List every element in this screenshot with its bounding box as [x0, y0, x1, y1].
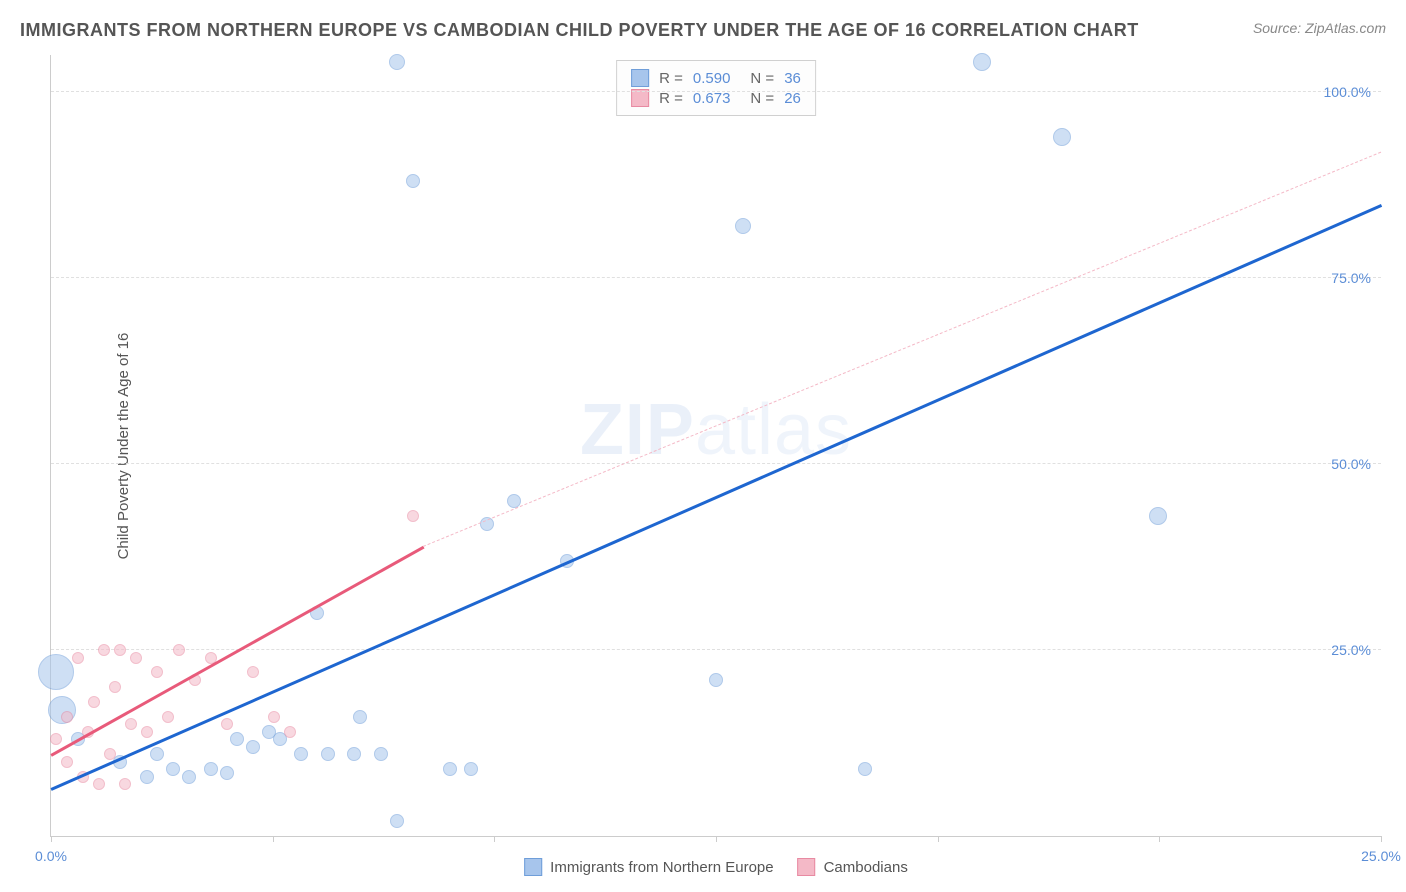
- data-point: [88, 696, 100, 708]
- legend-label: Cambodians: [824, 859, 908, 876]
- ytick-label: 100.0%: [1324, 84, 1371, 100]
- legend-item: Cambodians: [798, 858, 908, 876]
- data-point: [973, 53, 991, 71]
- data-point: [374, 747, 388, 761]
- legend-item: Immigrants from Northern Europe: [524, 858, 773, 876]
- xtick: [273, 836, 274, 842]
- xtick: [1159, 836, 1160, 842]
- data-point: [72, 652, 84, 664]
- source-attribution: Source: ZipAtlas.com: [1253, 20, 1386, 36]
- series-legend: Immigrants from Northern Europe Cambodia…: [524, 858, 908, 876]
- legend-swatch-icon: [798, 858, 816, 876]
- legend-row: R = 0.590 N = 36: [631, 69, 801, 87]
- data-point: [140, 770, 154, 784]
- data-point: [246, 740, 260, 754]
- data-point: [61, 756, 73, 768]
- xtick-label: 0.0%: [35, 848, 67, 864]
- data-point: [109, 681, 121, 693]
- data-point: [389, 54, 405, 70]
- data-point: [114, 644, 126, 656]
- correlation-legend: R = 0.590 N = 36 R = 0.673 N = 26: [616, 60, 816, 116]
- data-point: [220, 766, 234, 780]
- legend-n-value: 36: [784, 70, 801, 87]
- xtick-label: 25.0%: [1361, 848, 1401, 864]
- ytick-label: 25.0%: [1331, 642, 1371, 658]
- ytick-label: 75.0%: [1331, 270, 1371, 286]
- chart-container: IMMIGRANTS FROM NORTHERN EUROPE VS CAMBO…: [0, 0, 1406, 892]
- data-point: [204, 762, 218, 776]
- xtick: [1381, 836, 1382, 842]
- data-point: [268, 711, 280, 723]
- gridline: [51, 91, 1381, 92]
- data-point: [38, 654, 74, 690]
- legend-r-value: 0.590: [693, 70, 731, 87]
- data-point: [119, 778, 131, 790]
- data-point: [166, 762, 180, 776]
- gridline: [51, 277, 1381, 278]
- data-point: [464, 762, 478, 776]
- legend-r-label: R =: [659, 70, 683, 87]
- data-point: [93, 778, 105, 790]
- data-point: [141, 726, 153, 738]
- data-point: [50, 733, 62, 745]
- data-point: [125, 718, 137, 730]
- data-point: [247, 666, 259, 678]
- data-point: [1053, 128, 1071, 146]
- xtick: [938, 836, 939, 842]
- gridline: [51, 463, 1381, 464]
- data-point: [294, 747, 308, 761]
- data-point: [443, 762, 457, 776]
- data-point: [284, 726, 296, 738]
- ytick-label: 50.0%: [1331, 456, 1371, 472]
- plot-area: ZIPatlas R = 0.590 N = 36 R = 0.673 N = …: [50, 55, 1381, 837]
- data-point: [406, 174, 420, 188]
- data-point: [182, 770, 196, 784]
- data-point: [321, 747, 335, 761]
- data-point: [858, 762, 872, 776]
- legend-swatch-icon: [524, 858, 542, 876]
- xtick: [494, 836, 495, 842]
- data-point: [173, 644, 185, 656]
- legend-n-label: N =: [750, 70, 774, 87]
- xtick: [51, 836, 52, 842]
- data-point: [407, 510, 419, 522]
- data-point: [150, 747, 164, 761]
- legend-swatch-icon: [631, 69, 649, 87]
- data-point: [104, 748, 116, 760]
- legend-label: Immigrants from Northern Europe: [550, 859, 773, 876]
- gridline: [51, 649, 1381, 650]
- data-point: [1149, 507, 1167, 525]
- data-point: [221, 718, 233, 730]
- data-point: [709, 673, 723, 687]
- data-point: [353, 710, 367, 724]
- data-point: [130, 652, 142, 664]
- data-point: [390, 814, 404, 828]
- data-point: [61, 711, 73, 723]
- data-point: [98, 644, 110, 656]
- data-point: [735, 218, 751, 234]
- xtick: [716, 836, 717, 842]
- trendline: [50, 204, 1381, 790]
- chart-title: IMMIGRANTS FROM NORTHERN EUROPE VS CAMBO…: [20, 20, 1139, 41]
- data-point: [347, 747, 361, 761]
- data-point: [162, 711, 174, 723]
- trendline-extension: [423, 152, 1381, 547]
- data-point: [230, 732, 244, 746]
- watermark: ZIPatlas: [580, 389, 852, 471]
- data-point: [151, 666, 163, 678]
